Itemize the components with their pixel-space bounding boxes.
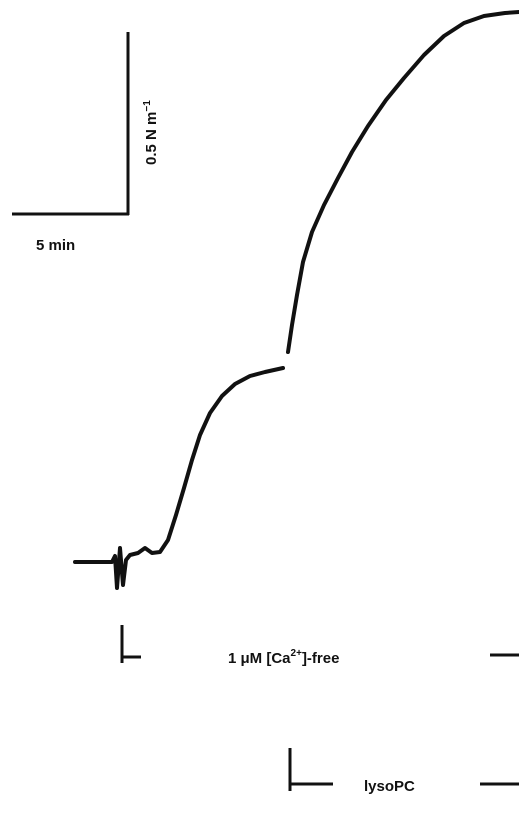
bar-label: lysoPC — [364, 778, 415, 795]
force-unit: 0.5 N m — [143, 112, 160, 165]
trace — [73, 10, 519, 590]
force-scale-label: 0.5 N m−1 — [142, 100, 160, 165]
time-scale-label: 5 min — [36, 237, 75, 254]
label-part: 1 μM [Ca — [228, 650, 291, 667]
trace-baseline — [73, 366, 285, 590]
label-part: ]-free — [302, 650, 340, 667]
scale-bars — [12, 32, 130, 216]
perfusion-bar-1: 1 μM [Ca2+]-free — [120, 625, 519, 667]
perfusion-bar-2: lysoPC — [288, 748, 519, 795]
force-exponent: −1 — [142, 100, 153, 112]
label-superscript: 2+ — [291, 648, 303, 659]
trace-rise — [286, 10, 519, 354]
bar-label: 1 μM [Ca2+]-free — [228, 648, 339, 667]
